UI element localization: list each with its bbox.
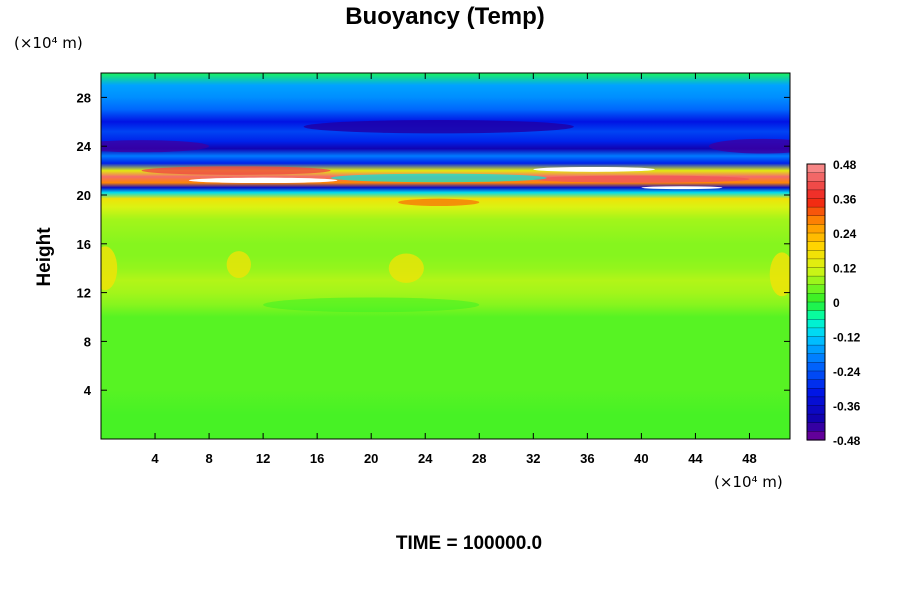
colorbar-tick-label: -0.12 (833, 331, 861, 345)
colorbar-segment (807, 293, 825, 303)
colorbar-segment (807, 258, 825, 269)
cool-band-low (263, 297, 480, 313)
colorbar-segment (807, 207, 825, 217)
colorbar-segment (807, 379, 825, 389)
colorbar-segment (807, 414, 825, 424)
y-tick-label: 20 (77, 188, 91, 203)
colorbar-segment (807, 336, 825, 346)
colorbar-segment (807, 164, 825, 174)
colorbar-segment (807, 353, 825, 363)
x-tick-label: 44 (688, 451, 703, 466)
colorbar-segment (807, 302, 825, 312)
mixed-layer-center (330, 173, 547, 183)
colorbar-segment (807, 431, 825, 441)
colorbar-segment (807, 215, 825, 225)
colorbar-segment (807, 405, 825, 415)
colorbar-segment (807, 224, 825, 234)
warm-streak-west (141, 166, 331, 175)
heatmap-features (101, 119, 790, 313)
white-streak-east-low (641, 186, 723, 190)
x-tick-label: 24 (418, 451, 433, 466)
colorbar-segment (807, 345, 825, 355)
time-label: TIME = 100000.0 (396, 533, 542, 554)
x-tick-label: 32 (526, 451, 540, 466)
x-tick-label: 48 (742, 451, 756, 466)
colorbar-tick-label: 0.48 (833, 158, 857, 172)
colorbar-segment (807, 388, 825, 398)
colorbar-segment (807, 276, 825, 286)
colorbar-tick-label: -0.24 (833, 365, 861, 379)
y-axis: 4 8 12 16 20 24 28 (77, 90, 790, 398)
cold-band-east (708, 138, 790, 154)
y-tick-label: 16 (77, 237, 91, 252)
x-tick-label: 4 (151, 451, 159, 466)
cold-band-west (101, 140, 210, 153)
plume-2 (388, 253, 424, 283)
x-tick-label: 8 (205, 451, 212, 466)
colorbar-segment (807, 422, 825, 432)
warm-streak-east (533, 175, 750, 183)
colorbar-frame (806, 163, 826, 441)
y-tick-label: 24 (77, 139, 92, 154)
plume-east-edge (769, 252, 790, 297)
colorbar-segment (807, 181, 825, 191)
x-axis: 4 8 12 16 20 24 28 32 36 40 44 48 (151, 73, 757, 466)
white-streak-west-fill (188, 177, 338, 184)
colorbar-tick-label: 0.12 (833, 262, 857, 276)
colorbar-tick-label: 0.24 (833, 227, 857, 241)
x-tick-label: 16 (310, 451, 324, 466)
colorbar-segment (807, 319, 825, 329)
colorbar-segment (807, 284, 825, 294)
plume-west-edge (101, 246, 118, 291)
colorbar-tick-label: -0.36 (833, 400, 861, 414)
colorbar-segment (807, 267, 825, 277)
y-tick-label: 8 (84, 334, 91, 349)
heatmap-field (101, 73, 790, 439)
x-tick-label: 36 (580, 451, 594, 466)
heatmap-background (101, 73, 790, 439)
x-tick-label: 28 (472, 451, 486, 466)
white-streak-east-fill (533, 166, 655, 172)
y-axis-unit: (×10⁴ m) (14, 34, 83, 52)
colorbar: 0.48 0.36 0.24 0.12 0 -0.12 -0.24 -0.36 -0.48 (806, 158, 861, 448)
y-tick-label: 28 (77, 90, 91, 105)
colorbar-segment (807, 327, 825, 338)
colorbar-segment (807, 233, 825, 243)
warm-patch-center (398, 198, 480, 206)
x-tick-label: 40 (634, 451, 648, 466)
colorbar-segment (807, 241, 825, 251)
colorbar-segment (807, 250, 825, 260)
colorbar-segment (807, 198, 825, 208)
y-tick-label: 4 (84, 383, 92, 398)
colorbar-segment (807, 172, 825, 182)
chart-title: Buoyancy (Temp) (345, 3, 545, 30)
colorbar-segment (807, 396, 825, 407)
colorbar-tick-label: 0 (833, 296, 840, 310)
y-axis-label: Height (34, 227, 55, 287)
x-tick-label: 20 (364, 451, 378, 466)
colorbar-tick-label: -0.48 (833, 434, 861, 448)
upper-cold-band (303, 119, 574, 134)
x-axis-unit: (×10⁴ m) (714, 473, 783, 491)
plot-frame (100, 72, 791, 440)
colorbar-segment (807, 371, 825, 381)
colorbar-tick-label: 0.36 (833, 193, 857, 207)
x-tick-label: 12 (256, 451, 270, 466)
y-tick-label: 12 (77, 286, 91, 301)
colorbar-segment (807, 362, 825, 372)
colorbar-segment (807, 189, 825, 200)
plume-1 (226, 251, 251, 278)
colorbar-segment (807, 310, 825, 320)
